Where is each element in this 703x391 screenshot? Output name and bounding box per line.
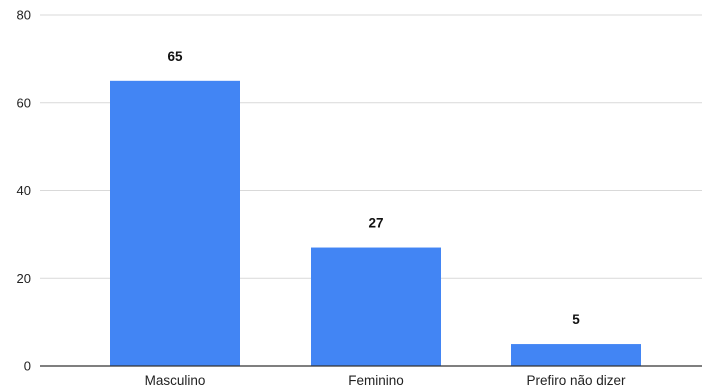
data-label: 5 xyxy=(572,312,580,327)
data-labels: 65 27 5 xyxy=(167,49,580,327)
y-tick-label: 60 xyxy=(17,95,31,110)
x-axis-categories: Masculino Feminino Prefiro não dizer xyxy=(145,373,626,388)
data-label: 27 xyxy=(368,216,383,231)
x-category-label: Feminino xyxy=(348,373,404,388)
y-axis-ticks: 0 20 40 60 80 xyxy=(17,8,31,374)
y-tick-label: 20 xyxy=(17,271,31,286)
x-category-label: Prefiro não dizer xyxy=(526,373,626,388)
data-label: 65 xyxy=(167,49,183,64)
x-category-label: Masculino xyxy=(145,373,206,388)
y-tick-label: 80 xyxy=(17,8,31,23)
y-tick-label: 0 xyxy=(24,359,31,374)
bar xyxy=(511,344,641,366)
y-tick-label: 40 xyxy=(17,183,31,198)
bars xyxy=(110,80,641,366)
bar xyxy=(311,247,441,366)
bar xyxy=(110,80,240,366)
